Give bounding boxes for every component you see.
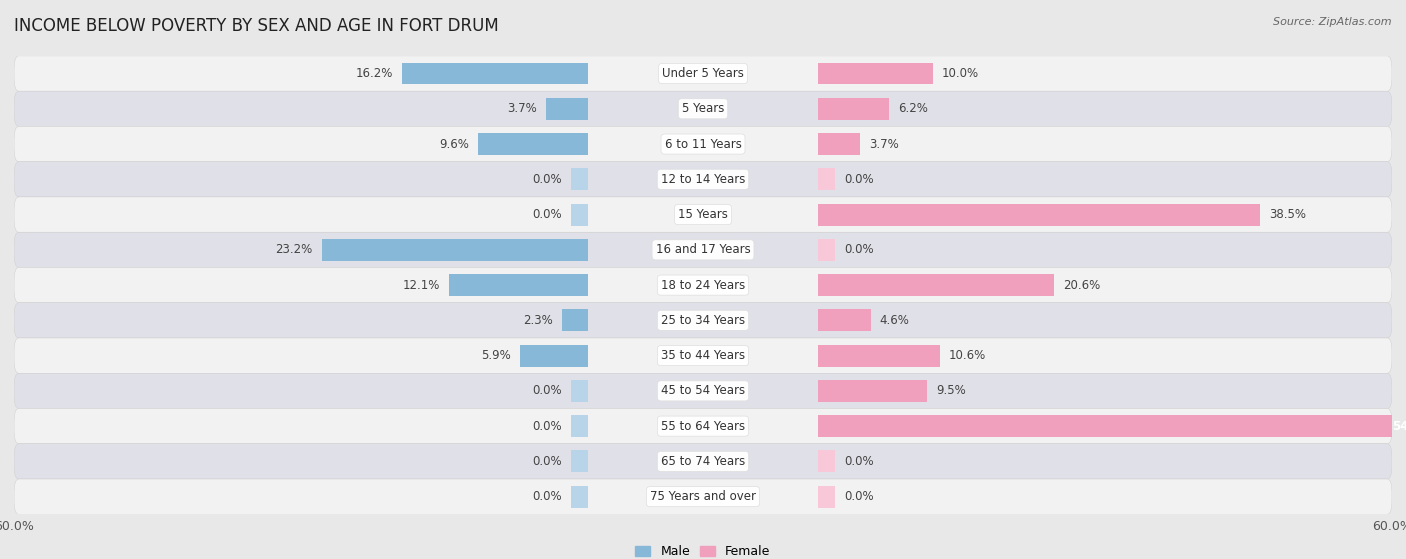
- Text: 6.2%: 6.2%: [898, 102, 928, 115]
- Text: 0.0%: 0.0%: [531, 420, 562, 433]
- Bar: [520, 345, 588, 367]
- Text: 9.6%: 9.6%: [439, 138, 468, 150]
- Text: 45 to 54 Years: 45 to 54 Years: [661, 385, 745, 397]
- Bar: [818, 415, 1406, 437]
- FancyBboxPatch shape: [14, 409, 1392, 444]
- Bar: [571, 451, 588, 472]
- Text: 0.0%: 0.0%: [531, 490, 562, 503]
- Text: 12.1%: 12.1%: [402, 278, 440, 292]
- Bar: [571, 203, 588, 225]
- Bar: [322, 239, 588, 260]
- Text: 2.3%: 2.3%: [523, 314, 553, 327]
- Text: 3.7%: 3.7%: [506, 102, 537, 115]
- Text: 4.6%: 4.6%: [880, 314, 910, 327]
- Text: 16.2%: 16.2%: [356, 67, 392, 80]
- FancyBboxPatch shape: [14, 338, 1392, 373]
- Bar: [818, 239, 835, 260]
- Bar: [571, 380, 588, 402]
- Bar: [818, 63, 932, 84]
- FancyBboxPatch shape: [14, 162, 1392, 197]
- Text: 54.4%: 54.4%: [1392, 420, 1406, 433]
- Bar: [450, 274, 588, 296]
- Legend: Male, Female: Male, Female: [630, 540, 776, 559]
- Bar: [818, 345, 939, 367]
- FancyBboxPatch shape: [14, 479, 1392, 514]
- Text: 25 to 34 Years: 25 to 34 Years: [661, 314, 745, 327]
- Text: 55 to 64 Years: 55 to 64 Years: [661, 420, 745, 433]
- Bar: [478, 133, 588, 155]
- Text: 5 Years: 5 Years: [682, 102, 724, 115]
- Text: 0.0%: 0.0%: [531, 455, 562, 468]
- Bar: [402, 63, 588, 84]
- Text: 0.0%: 0.0%: [531, 173, 562, 186]
- Text: 15 Years: 15 Years: [678, 208, 728, 221]
- Text: 38.5%: 38.5%: [1270, 208, 1306, 221]
- Text: 5.9%: 5.9%: [481, 349, 512, 362]
- Bar: [571, 415, 588, 437]
- Text: 35 to 44 Years: 35 to 44 Years: [661, 349, 745, 362]
- Text: 12 to 14 Years: 12 to 14 Years: [661, 173, 745, 186]
- Bar: [571, 486, 588, 508]
- Text: Source: ZipAtlas.com: Source: ZipAtlas.com: [1274, 17, 1392, 27]
- Bar: [818, 486, 835, 508]
- Text: 75 Years and over: 75 Years and over: [650, 490, 756, 503]
- Bar: [818, 274, 1054, 296]
- Text: Under 5 Years: Under 5 Years: [662, 67, 744, 80]
- Text: 0.0%: 0.0%: [844, 243, 875, 257]
- Text: 10.0%: 10.0%: [942, 67, 979, 80]
- Bar: [546, 98, 588, 120]
- FancyBboxPatch shape: [14, 126, 1392, 162]
- Text: 9.5%: 9.5%: [936, 385, 966, 397]
- Text: 6 to 11 Years: 6 to 11 Years: [665, 138, 741, 150]
- Text: 0.0%: 0.0%: [531, 208, 562, 221]
- FancyBboxPatch shape: [14, 91, 1392, 126]
- Bar: [571, 168, 588, 190]
- Bar: [818, 168, 835, 190]
- Text: 3.7%: 3.7%: [869, 138, 900, 150]
- FancyBboxPatch shape: [14, 197, 1392, 232]
- Text: 23.2%: 23.2%: [276, 243, 312, 257]
- Text: 65 to 74 Years: 65 to 74 Years: [661, 455, 745, 468]
- Bar: [818, 451, 835, 472]
- Text: 0.0%: 0.0%: [844, 490, 875, 503]
- FancyBboxPatch shape: [14, 444, 1392, 479]
- Bar: [818, 98, 889, 120]
- FancyBboxPatch shape: [14, 267, 1392, 303]
- Bar: [818, 203, 1260, 225]
- Bar: [562, 310, 588, 331]
- FancyBboxPatch shape: [14, 56, 1392, 91]
- Bar: [818, 133, 860, 155]
- FancyBboxPatch shape: [14, 303, 1392, 338]
- FancyBboxPatch shape: [14, 373, 1392, 409]
- Text: 16 and 17 Years: 16 and 17 Years: [655, 243, 751, 257]
- Bar: [818, 310, 870, 331]
- Text: 18 to 24 Years: 18 to 24 Years: [661, 278, 745, 292]
- Text: 0.0%: 0.0%: [844, 173, 875, 186]
- Text: 10.6%: 10.6%: [949, 349, 986, 362]
- Text: 0.0%: 0.0%: [531, 385, 562, 397]
- Bar: [818, 380, 927, 402]
- Text: INCOME BELOW POVERTY BY SEX AND AGE IN FORT DRUM: INCOME BELOW POVERTY BY SEX AND AGE IN F…: [14, 17, 499, 35]
- Text: 20.6%: 20.6%: [1063, 278, 1101, 292]
- Text: 0.0%: 0.0%: [844, 455, 875, 468]
- FancyBboxPatch shape: [14, 232, 1392, 267]
